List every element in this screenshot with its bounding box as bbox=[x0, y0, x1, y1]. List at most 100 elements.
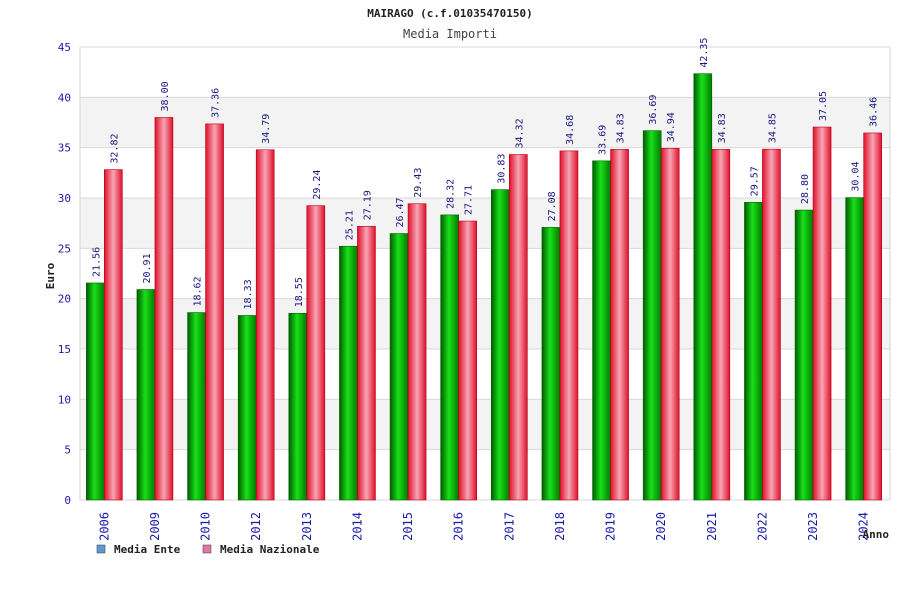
value-label: 34.32 bbox=[514, 118, 525, 148]
bar-media-nazionale bbox=[559, 150, 579, 501]
legend-swatch-media-nazionale bbox=[202, 544, 212, 554]
x-tick-label: 2021 bbox=[705, 512, 719, 541]
bar-media-ente bbox=[86, 282, 105, 501]
value-label: 37.36 bbox=[211, 88, 222, 118]
x-tick-label: 2018 bbox=[553, 512, 567, 541]
x-tick-label: 2013 bbox=[300, 512, 314, 541]
y-tick-label: 45 bbox=[58, 41, 71, 54]
value-label: 18.62 bbox=[193, 276, 204, 306]
bar-media-ente bbox=[744, 202, 763, 501]
value-label: 34.68 bbox=[565, 115, 576, 145]
value-label: 36.46 bbox=[869, 97, 880, 127]
value-label: 34.83 bbox=[616, 113, 627, 143]
value-label: 30.04 bbox=[851, 161, 862, 191]
value-labels: 21.56 32.82 20.91 38.00 18.62 37.36 18.33 34.79… bbox=[91, 38, 879, 310]
value-label: 18.55 bbox=[294, 277, 305, 307]
value-label: 29.57 bbox=[749, 166, 760, 196]
bar-media-ente bbox=[339, 245, 358, 501]
bar-media-nazionale bbox=[255, 149, 275, 501]
bar-media-nazionale bbox=[509, 154, 528, 501]
legend: Media Ente Media Nazionale bbox=[96, 543, 320, 556]
bar-media-nazionale bbox=[660, 147, 680, 501]
x-tick-label: 2006 bbox=[97, 512, 111, 541]
bar-media-ente bbox=[136, 289, 156, 501]
y-tick-label: 40 bbox=[58, 91, 71, 104]
x-tick-label: 2020 bbox=[654, 512, 668, 541]
bar-media-ente bbox=[794, 209, 814, 501]
value-label: 27.19 bbox=[362, 190, 373, 220]
y-tick-label: 0 bbox=[64, 494, 71, 507]
chart-title: MAIRAGO (c.f.01035470150) bbox=[367, 7, 533, 20]
x-axis-label: Anno bbox=[863, 528, 890, 541]
x-tick-label: 2015 bbox=[401, 512, 415, 541]
value-label: 21.56 bbox=[91, 247, 102, 277]
y-axis-label: Euro bbox=[44, 262, 57, 289]
x-axis-ticks: 2006 2009 2010 2012 2013 2014 2015 2016 2017 2018… bbox=[97, 512, 870, 541]
bar-media-ente bbox=[237, 315, 257, 501]
bar-media-nazionale bbox=[711, 149, 731, 501]
x-tick-label: 2017 bbox=[502, 512, 516, 541]
value-label: 26.47 bbox=[395, 197, 406, 227]
value-label: 25.21 bbox=[344, 210, 355, 240]
x-tick-label: 2016 bbox=[452, 512, 466, 541]
x-tick-label: 2012 bbox=[249, 512, 263, 541]
y-tick-label: 35 bbox=[58, 142, 71, 155]
bar-media-ente bbox=[693, 73, 713, 501]
value-label: 29.24 bbox=[312, 170, 323, 200]
value-label: 32.82 bbox=[109, 134, 120, 164]
y-tick-label: 5 bbox=[64, 444, 71, 457]
bar-media-ente bbox=[642, 130, 662, 501]
bar-media-nazionale bbox=[762, 148, 781, 501]
chart-subtitle: Media Importi bbox=[403, 27, 497, 41]
y-tick-label: 30 bbox=[58, 192, 71, 205]
legend-label-media-nazionale: Media Nazionale bbox=[220, 543, 320, 556]
value-label: 34.83 bbox=[717, 113, 728, 143]
bar-media-nazionale bbox=[610, 149, 629, 501]
x-tick-label: 2022 bbox=[755, 512, 769, 541]
value-label: 42.35 bbox=[699, 38, 710, 68]
value-label: 34.94 bbox=[666, 112, 677, 142]
x-tick-label: 2010 bbox=[199, 512, 213, 541]
bar-media-nazionale bbox=[205, 123, 224, 501]
value-label: 27.71 bbox=[464, 185, 475, 215]
bar-media-ente bbox=[288, 312, 308, 501]
x-tick-label: 2024 bbox=[857, 512, 871, 541]
bar-media-nazionale bbox=[104, 169, 123, 501]
bar-media-nazionale bbox=[458, 220, 477, 501]
bar-media-nazionale bbox=[154, 117, 174, 501]
grid-band bbox=[80, 47, 890, 98]
value-label: 34.79 bbox=[261, 114, 272, 144]
bar-media-nazionale bbox=[863, 132, 882, 501]
bar-media-nazionale bbox=[306, 205, 326, 501]
value-label: 29.43 bbox=[413, 168, 424, 198]
bar-media-nazionale bbox=[812, 126, 832, 501]
legend-label-media-ente: Media Ente bbox=[114, 543, 181, 556]
x-tick-label: 2019 bbox=[604, 512, 618, 541]
value-label: 20.91 bbox=[142, 253, 153, 283]
value-label: 38.00 bbox=[160, 81, 171, 111]
value-label: 36.69 bbox=[648, 95, 659, 125]
value-label: 28.80 bbox=[800, 174, 811, 204]
bar-media-ente bbox=[389, 233, 409, 501]
value-label: 34.85 bbox=[767, 113, 778, 143]
bars bbox=[86, 73, 882, 501]
x-tick-label: 2009 bbox=[148, 512, 162, 541]
value-label: 37.05 bbox=[818, 91, 829, 121]
bar-media-ente bbox=[541, 227, 561, 501]
bar-media-nazionale bbox=[407, 203, 427, 501]
value-label: 30.83 bbox=[496, 154, 507, 184]
value-label: 27.08 bbox=[547, 191, 558, 221]
value-label: 18.33 bbox=[243, 279, 254, 309]
x-tick-label: 2014 bbox=[350, 512, 364, 541]
bar-media-ente bbox=[440, 214, 459, 501]
x-tick-label: 2023 bbox=[806, 512, 820, 541]
bar-media-ente bbox=[845, 197, 864, 501]
y-axis-ticks: 0 5 10 15 20 25 30 35 40 45 bbox=[58, 41, 71, 507]
value-label: 33.69 bbox=[598, 125, 609, 155]
legend-swatch-media-ente bbox=[96, 544, 106, 554]
value-label: 28.32 bbox=[446, 179, 457, 209]
bar-media-nazionale bbox=[357, 225, 376, 501]
bar-media-ente bbox=[187, 312, 206, 501]
y-tick-label: 10 bbox=[58, 393, 71, 406]
